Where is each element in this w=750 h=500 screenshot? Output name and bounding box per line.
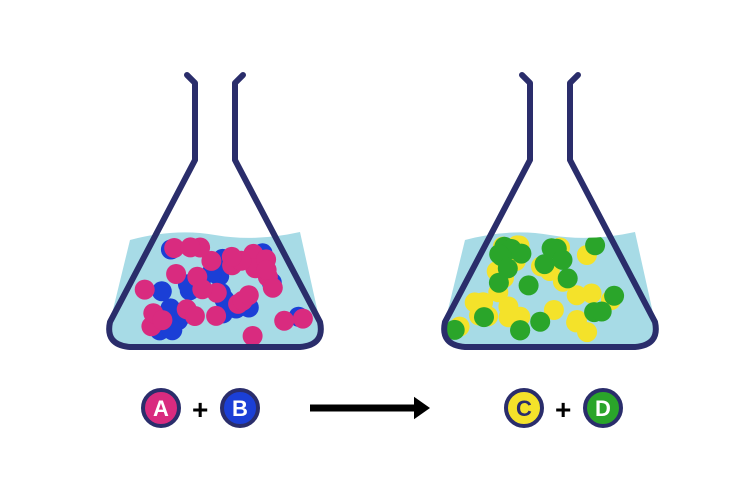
label-c: C (504, 388, 544, 428)
label-a: A (141, 388, 181, 428)
label-d: D (583, 388, 623, 428)
plus-left: + (192, 394, 208, 426)
label-b-text: B (232, 396, 248, 422)
label-c-text: C (516, 396, 532, 422)
reaction-diagram: A B C D + + (0, 0, 750, 500)
reaction-arrow-icon (0, 0, 750, 500)
label-a-text: A (153, 396, 169, 422)
plus-right: + (555, 394, 571, 426)
label-b: B (220, 388, 260, 428)
label-d-text: D (595, 396, 611, 422)
